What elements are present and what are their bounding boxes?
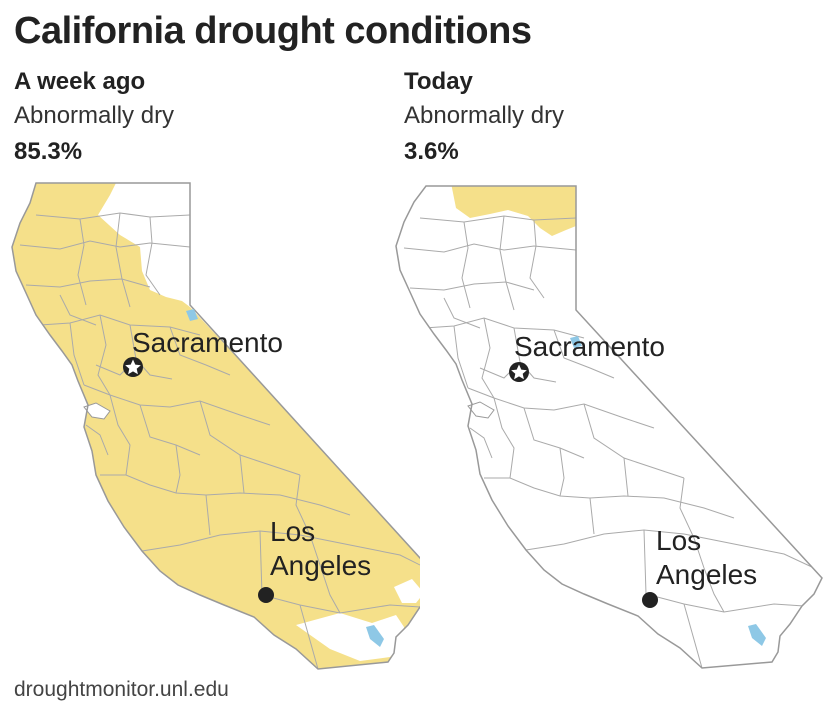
panel-category-today: Abnormally dry [404,102,565,129]
sacramento-marker [509,362,529,382]
sacramento-label: Sacramento [132,327,283,358]
chart-title: California drought conditions [14,10,532,52]
panel-category-week-ago: Abnormally dry [14,102,175,129]
los-angeles-label-line1: Los [656,525,701,556]
panel-percent-week-ago: 85.3% [14,138,83,165]
salton-sea [748,624,766,646]
abnormally-dry-area-week-ago [12,183,420,669]
los-angeles-marker [258,587,274,603]
lake-tahoe [186,309,198,321]
lake-tahoe [570,336,582,348]
sacramento-marker [123,357,143,377]
panel-heading-week-ago: A week ago [14,68,146,95]
source-credit: droughtmonitor.unl.edu [14,678,229,701]
salton-sea [366,625,384,647]
sacramento-label: Sacramento [514,331,665,362]
panel-heading-today: Today [404,68,473,95]
map-today: Sacramento Los Angeles [395,185,823,669]
los-angeles-label-line2: Angeles [656,559,757,590]
los-angeles-label-line1: Los [270,516,315,547]
map-week-ago: Sacramento Los Angeles [11,182,420,670]
los-angeles-label-line2: Angeles [270,550,371,581]
abnormally-dry-area-today [450,186,576,236]
los-angeles-marker [642,592,658,608]
panel-percent-today: 3.6% [404,138,459,165]
